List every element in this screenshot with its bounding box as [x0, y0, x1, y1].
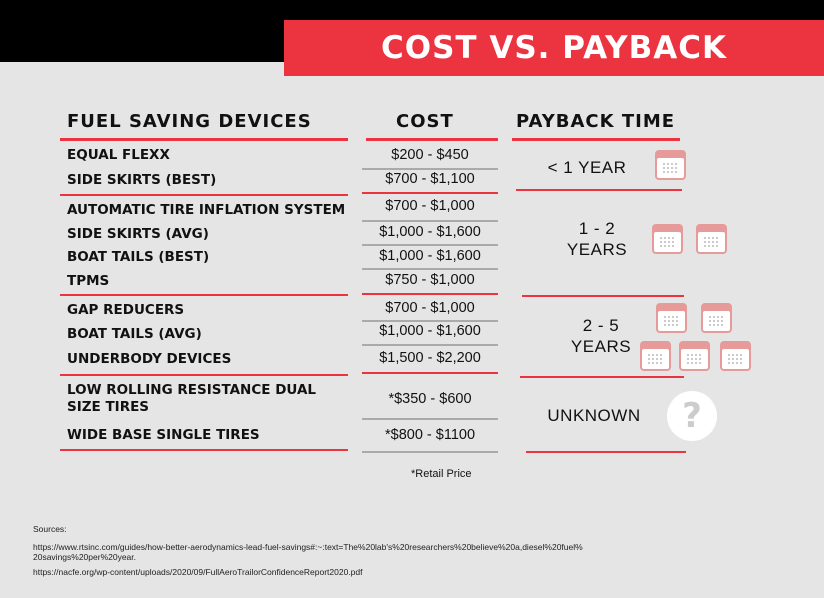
cost-value: $1,000 - $1,600: [379, 224, 481, 240]
cost-value: $1,000 - $1,600: [379, 248, 481, 264]
payback-label: YEARS: [570, 337, 632, 356]
cost-value: $750 - $1,000: [385, 272, 475, 288]
device-name: GAP REDUCERS: [67, 302, 185, 318]
page-title: COST VS. PAYBACK: [381, 30, 727, 66]
payback-divider: [522, 295, 684, 297]
device-name: TPMS: [67, 273, 110, 289]
calendar-icon: [679, 341, 710, 371]
retail-price-note: *Retail Price: [411, 468, 472, 480]
group-separator: [60, 294, 348, 296]
payback-header: PAYBACK TIME: [516, 111, 676, 132]
source-link-continued[interactable]: 20savings%20per%20year.: [33, 552, 137, 562]
calendar-icon: [640, 341, 671, 371]
cost-value: *$350 - $600: [388, 391, 472, 407]
calendar-icon: [701, 303, 732, 333]
cost-divider: [362, 220, 498, 222]
question-icon: ?: [667, 391, 717, 441]
group-separator: [60, 449, 348, 451]
cost-value: $700 - $1,000: [385, 300, 475, 316]
cost-divider: [362, 244, 498, 246]
cost-value: *$800 - $1100: [384, 427, 476, 443]
source-link[interactable]: https://nacfe.org/wp-content/uploads/202…: [33, 567, 363, 577]
payback-header-rule: [512, 138, 680, 141]
cost-divider: [362, 418, 498, 420]
cost-header-rule: [366, 138, 498, 141]
cost-divider: [362, 451, 498, 453]
payback-label: 2 - 5: [582, 316, 620, 335]
payback-label: YEARS: [566, 240, 628, 259]
device-name: BOAT TAILS (BEST): [67, 249, 210, 265]
devices-header: FUEL SAVING DEVICES: [67, 111, 312, 132]
cost-divider: [362, 192, 498, 194]
payback-divider: [520, 376, 684, 378]
payback-label: 1 - 2: [578, 219, 616, 238]
device-name: AUTOMATIC TIRE INFLATION SYSTEM: [67, 202, 346, 218]
device-name: SIDE SKIRTS (AVG): [67, 226, 209, 242]
cost-divider: [362, 168, 498, 170]
cost-value: $1,500 - $2,200: [379, 350, 481, 366]
calendar-icon: [696, 224, 727, 254]
cost-divider: [362, 293, 498, 295]
group-separator: [60, 194, 348, 196]
cost-value: $200 - $450: [391, 147, 469, 163]
device-name: LOW ROLLING RESISTANCE DUAL SIZE TIRES: [67, 382, 316, 415]
devices-header-rule: [60, 138, 348, 141]
source-link[interactable]: https://www.rtsinc.com/guides/how-better…: [33, 542, 583, 552]
payback-divider: [526, 451, 686, 453]
device-name: UNDERBODY DEVICES: [67, 351, 232, 367]
cost-value: $700 - $1,100: [385, 171, 475, 187]
cost-divider: [362, 344, 498, 346]
device-name: BOAT TAILS (AVG): [67, 326, 202, 342]
cost-divider: [362, 372, 498, 374]
payback-label: < 1 YEAR: [547, 158, 627, 177]
sources-label: Sources:: [33, 524, 67, 534]
calendar-icon: [655, 150, 686, 180]
cost-divider: [362, 268, 498, 270]
cost-header: COST: [396, 111, 454, 132]
cost-value: $1,000 - $1,600: [379, 323, 481, 339]
calendar-icon: [656, 303, 687, 333]
calendar-icon: [720, 341, 751, 371]
calendar-icon: [652, 224, 683, 254]
payback-label: UNKNOWN: [547, 406, 641, 425]
device-name: WIDE BASE SINGLE TIRES: [67, 427, 260, 443]
device-name: SIDE SKIRTS (BEST): [67, 172, 217, 188]
payback-divider: [516, 189, 682, 191]
title-banner: COST VS. PAYBACK: [284, 20, 824, 76]
device-name: EQUAL FLEXX: [67, 147, 170, 163]
cost-divider: [362, 320, 498, 322]
group-separator: [60, 374, 348, 376]
cost-value: $700 - $1,000: [385, 198, 475, 214]
